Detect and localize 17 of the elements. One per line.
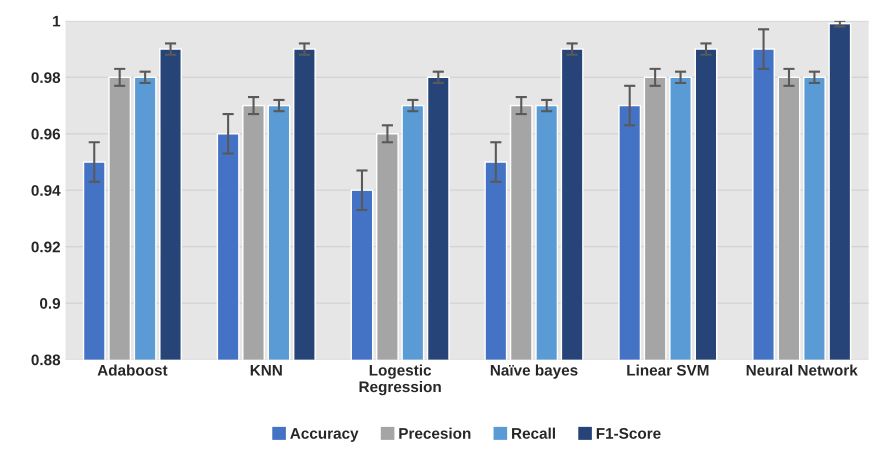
x-tick-label: KNN (250, 365, 282, 376)
x-tick-label: Naïve bayes (490, 364, 578, 379)
x-tick-label: Neural Network (746, 364, 858, 376)
y-tick-label: 0.94 (31, 185, 61, 196)
y-tick-label: 0.9 (40, 298, 60, 309)
y-tick-label: 1 (53, 16, 60, 26)
legend-label: Accuracy (290, 428, 358, 442)
x-tick-label: Linear SVM (627, 364, 708, 376)
x-tick-label: Adaboost (98, 364, 168, 376)
legend-label: Precesion (399, 428, 470, 439)
y-tick-label: 0.92 (31, 242, 60, 252)
legend-label: F1-Score (596, 428, 661, 439)
x-tick-label: Logestic Regression (360, 364, 441, 396)
y-tick-label: 0.98 (31, 72, 60, 84)
y-tick-label: 0.88 (31, 354, 60, 366)
y-tick-label: 0.96 (31, 128, 60, 140)
legend-label: Recall (512, 428, 555, 439)
